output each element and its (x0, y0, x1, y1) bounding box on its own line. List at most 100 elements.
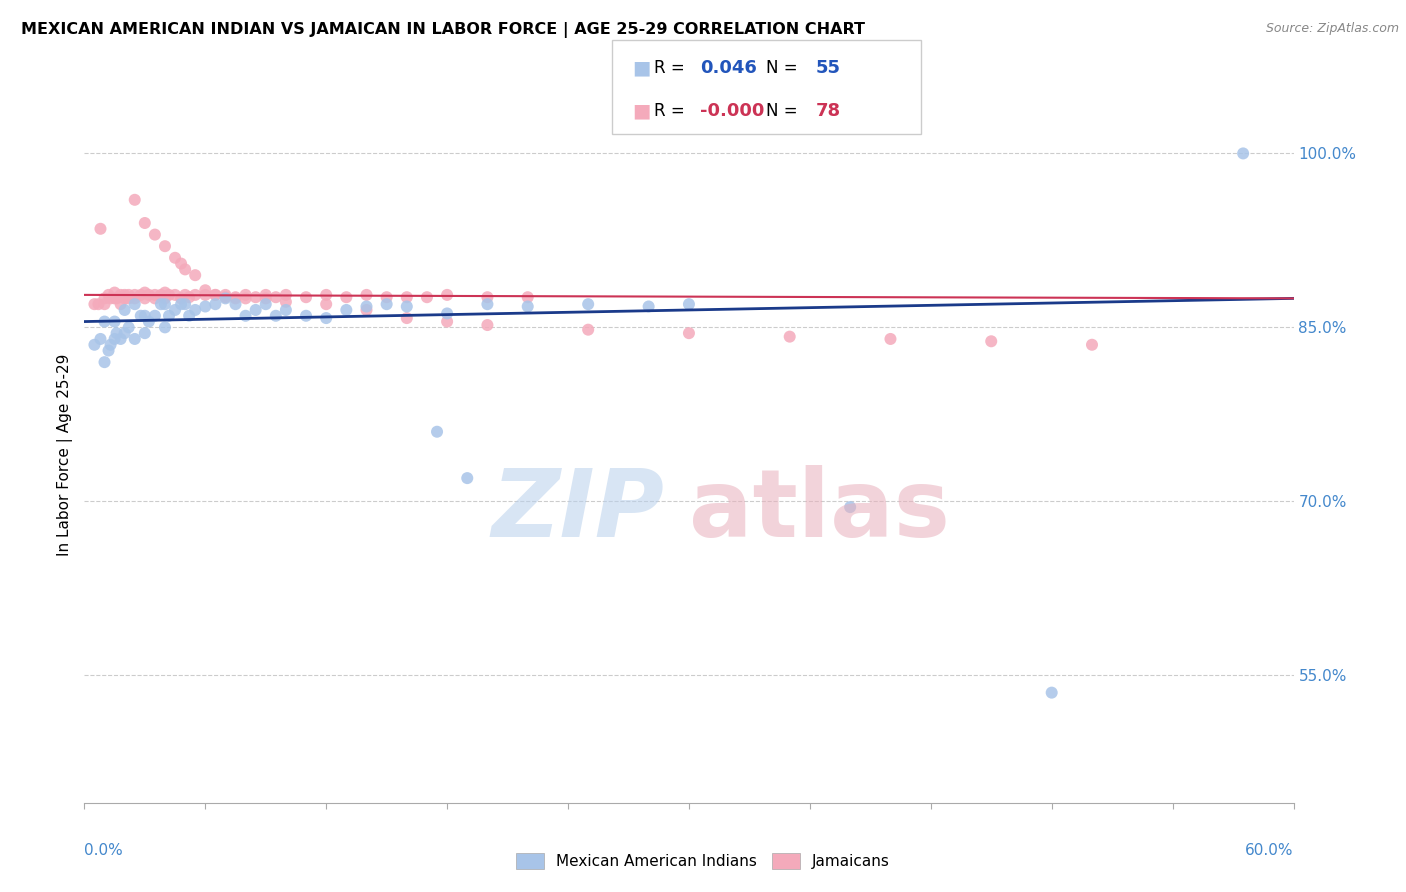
Point (157, 309, 180, 323)
Point (980, 334, 1002, 349)
Point (678, 297, 700, 311)
Point (204, 288, 226, 302)
Point (184, 268, 207, 282)
Point (114, 303, 136, 318)
Point (100, 291, 122, 305)
Point (416, 290, 439, 304)
Point (235, 288, 257, 302)
Point (129, 288, 152, 302)
Point (204, 297, 226, 311)
Text: 60.0%: 60.0% (1246, 843, 1294, 858)
Point (93, 355, 115, 369)
Point (124, 332, 146, 346)
Point (124, 297, 146, 311)
Point (118, 288, 141, 302)
Point (315, 288, 337, 302)
Point (124, 291, 146, 305)
Point (134, 216, 156, 230)
Text: R =: R = (654, 60, 690, 78)
Point (124, 193, 146, 207)
Point (477, 318, 499, 332)
Point (637, 300, 659, 314)
Point (110, 297, 132, 311)
Point (170, 291, 193, 305)
Text: Source: ZipAtlas.com: Source: ZipAtlas.com (1265, 22, 1399, 36)
Point (1081, 338, 1104, 352)
Point (165, 303, 187, 318)
Point (174, 288, 197, 302)
Point (254, 291, 277, 305)
Point (153, 239, 176, 253)
Point (1232, 146, 1254, 161)
Point (264, 309, 287, 323)
Point (395, 311, 418, 326)
Point (110, 288, 132, 302)
Text: 55: 55 (815, 60, 841, 78)
Point (245, 303, 267, 318)
Point (395, 300, 418, 314)
Text: ■: ■ (633, 101, 651, 120)
Point (89, 332, 111, 346)
Point (426, 425, 449, 439)
Point (97, 343, 120, 358)
Point (576, 323, 599, 337)
Point (576, 297, 599, 311)
Point (678, 326, 700, 341)
Point (83, 338, 105, 352)
Point (456, 471, 478, 485)
Point (114, 288, 136, 302)
Point (315, 297, 337, 311)
Point (87, 297, 110, 311)
Text: R =: R = (654, 102, 690, 120)
Point (356, 288, 378, 302)
Point (194, 283, 217, 297)
Point (235, 309, 257, 323)
Point (375, 290, 398, 304)
Point (295, 309, 318, 323)
Point (143, 288, 166, 302)
Text: MEXICAN AMERICAN INDIAN VS JAMAICAN IN LABOR FORCE | AGE 25-29 CORRELATION CHART: MEXICAN AMERICAN INDIAN VS JAMAICAN IN L… (21, 22, 865, 38)
Point (225, 297, 247, 311)
Point (516, 290, 538, 304)
Point (129, 309, 152, 323)
Point (477, 290, 499, 304)
Point (194, 288, 217, 302)
Point (104, 332, 127, 346)
Point (214, 288, 236, 302)
Point (245, 290, 267, 304)
Point (93, 291, 115, 305)
Point (165, 288, 187, 302)
Text: -0.000: -0.000 (700, 102, 765, 120)
Point (105, 326, 128, 341)
Point (174, 297, 197, 311)
Point (104, 291, 127, 305)
Point (83, 297, 105, 311)
Point (274, 303, 297, 318)
Point (375, 297, 398, 311)
Point (335, 303, 357, 318)
Point (264, 290, 287, 304)
Point (143, 227, 166, 242)
Point (124, 288, 146, 302)
Point (436, 306, 458, 320)
Point (110, 332, 132, 346)
Point (1040, 685, 1063, 699)
Point (335, 290, 357, 304)
Point (204, 288, 226, 302)
Point (153, 320, 176, 334)
Text: atlas: atlas (689, 465, 950, 557)
Point (149, 288, 172, 302)
Point (134, 326, 156, 341)
Y-axis label: In Labor Force | Age 25-29: In Labor Force | Age 25-29 (58, 354, 73, 556)
Point (254, 297, 277, 311)
Point (118, 291, 141, 305)
Point (118, 320, 141, 334)
Point (274, 288, 297, 302)
Point (274, 294, 297, 309)
Point (153, 291, 176, 305)
Point (194, 300, 217, 314)
Point (134, 291, 156, 305)
Point (225, 291, 247, 305)
Point (143, 291, 166, 305)
Point (225, 290, 247, 304)
